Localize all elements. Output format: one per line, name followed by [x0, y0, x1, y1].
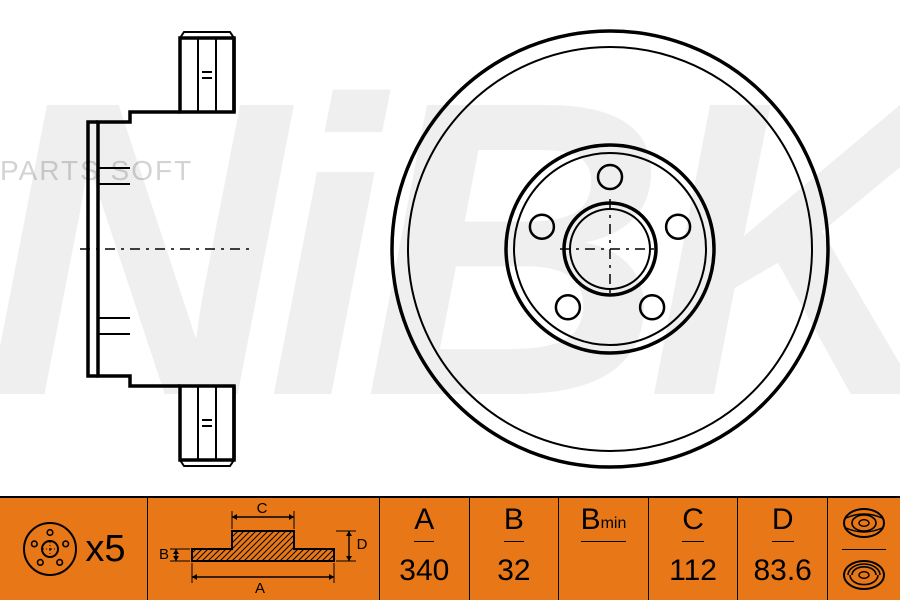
dim-bmin-main: B [581, 503, 601, 537]
dim-a-label: A [414, 498, 434, 542]
dim-b-label: B [504, 498, 524, 542]
profile-label-c: C [256, 501, 267, 517]
side-profile [80, 32, 250, 466]
dim-c-value: 112 [669, 542, 717, 600]
dim-c-col: C 112 [649, 498, 739, 600]
front-face [392, 31, 828, 467]
bolt-spec-cell: x5 [0, 498, 148, 600]
dim-b-value: 32 [497, 542, 530, 600]
profile-diagram-cell: A B C D [148, 498, 380, 600]
dim-d-value: 83.6 [753, 542, 811, 600]
dim-b-col: B 32 [470, 498, 560, 600]
dim-d-col: D 83.6 [738, 498, 828, 600]
spec-bar: x5 [0, 496, 900, 600]
dim-a-value: 340 [399, 542, 449, 600]
dim-bmin-label: Bmin [581, 498, 627, 542]
drawing-svg [20, 20, 880, 480]
dim-d-label: D [772, 498, 794, 542]
profile-diagram-icon: A B C D [154, 501, 374, 597]
dim-a-col: A 340 [380, 498, 470, 600]
dim-bmin-col: Bmin [559, 498, 649, 600]
technical-drawing [20, 20, 880, 480]
vented-section-icon [842, 550, 886, 600]
bolt-pattern-icon [21, 520, 79, 578]
type-icons-col [828, 498, 900, 600]
bolt-count-label: x5 [85, 528, 125, 571]
vented-disc-icon [842, 498, 886, 550]
profile-label-d: D [356, 536, 367, 553]
profile-label-a: A [254, 580, 264, 597]
dim-bmin-sub: min [601, 515, 627, 533]
dim-c-label: C [682, 498, 704, 542]
profile-label-b: B [158, 546, 168, 563]
figure-canvas: NiBK PARTS SOFT [0, 0, 900, 600]
